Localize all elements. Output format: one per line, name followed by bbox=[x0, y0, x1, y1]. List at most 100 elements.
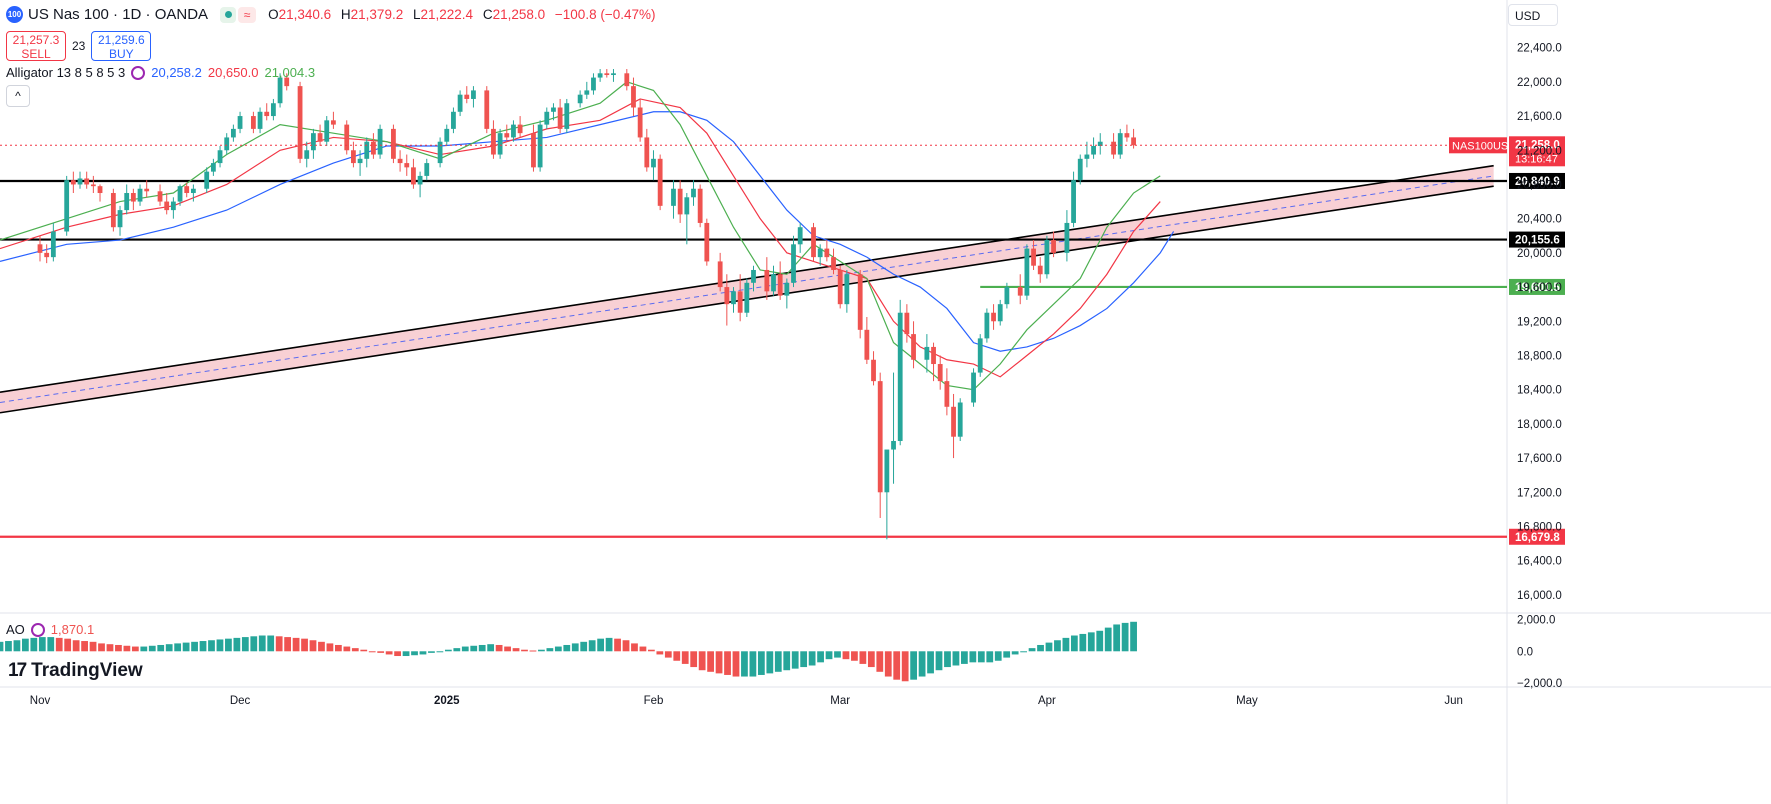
candle-body-13 bbox=[137, 188, 143, 202]
ao-bar-61 bbox=[512, 648, 520, 652]
ao-bar-27 bbox=[225, 638, 232, 652]
ao-histogram bbox=[0, 621, 1137, 682]
candle-body-78 bbox=[644, 137, 650, 168]
candle-body-18 bbox=[177, 186, 183, 202]
candle-body-25 bbox=[230, 128, 236, 138]
ao-bar-7 bbox=[55, 637, 63, 652]
candle-body-98 bbox=[797, 227, 803, 245]
ao-bar-52 bbox=[436, 651, 444, 653]
symbol-title[interactable]: US Nas 100 · 1D · OANDA bbox=[28, 6, 209, 23]
ao-bar-86 bbox=[724, 651, 731, 675]
ao-bar-94 bbox=[791, 651, 799, 669]
ao-bar-116 bbox=[977, 651, 985, 663]
candle-body-10 bbox=[117, 210, 123, 228]
currency-selector[interactable]: USD bbox=[1508, 4, 1558, 26]
candle-body-83 bbox=[684, 197, 690, 215]
ao-bar-113 bbox=[952, 651, 960, 666]
candle-body-39 bbox=[344, 124, 350, 151]
candle-body-57 bbox=[484, 90, 490, 129]
candle-body-5 bbox=[77, 178, 83, 185]
candle-body-26 bbox=[237, 116, 243, 129]
sr-label-0: 20,840.9 bbox=[1515, 176, 1560, 188]
ao-legend[interactable]: AO 1,870.1 bbox=[6, 622, 94, 637]
ao-bar-63 bbox=[529, 650, 537, 652]
ao-bar-10 bbox=[81, 641, 88, 652]
sr-label-bg-0 bbox=[1509, 172, 1565, 189]
ao-bar-48 bbox=[402, 651, 410, 657]
y-tick-label-7: 19,600.0 bbox=[1517, 282, 1562, 294]
ao-bar-47 bbox=[394, 651, 401, 657]
alligator-legend[interactable]: Alligator 13 8 5 8 5 3 20,258.2 20,650.0… bbox=[6, 65, 315, 80]
candle-body-107 bbox=[871, 359, 876, 382]
alligator-lips-value: 21,004.3 bbox=[264, 65, 316, 80]
ao-bar-115 bbox=[969, 651, 977, 663]
candle-body-38 bbox=[331, 120, 336, 125]
symbol-badge[interactable]: 100 bbox=[6, 6, 23, 23]
sr-label-2: 19,601.5 bbox=[1515, 282, 1560, 294]
ao-bar-20 bbox=[165, 644, 173, 652]
ao-bar-127 bbox=[1070, 635, 1078, 652]
ao-bar-57 bbox=[478, 644, 486, 652]
candle-body-70 bbox=[584, 90, 590, 95]
candle-body-0 bbox=[37, 244, 43, 253]
ao-bar-130 bbox=[1096, 630, 1104, 652]
candle-body-102 bbox=[831, 257, 836, 270]
ao-bar-2 bbox=[13, 640, 21, 652]
spread-value: 23 bbox=[72, 39, 86, 53]
last-price-label: 21,258.0 bbox=[1515, 139, 1560, 151]
y-tick-label-1: 22,000.0 bbox=[1517, 77, 1562, 89]
buy-button[interactable]: 21,259.6 BUY bbox=[91, 31, 152, 61]
candle-body-41 bbox=[357, 158, 363, 164]
y-tick-label-0: 22,400.0 bbox=[1517, 43, 1562, 55]
candle-body-113 bbox=[911, 334, 916, 360]
ao-bar-85 bbox=[715, 651, 723, 674]
candle-body-100 bbox=[817, 248, 823, 258]
candle-body-92 bbox=[751, 269, 756, 283]
tradingview-logo[interactable]: 17 TradingView bbox=[8, 660, 143, 682]
ao-bar-106 bbox=[893, 651, 901, 680]
y-tick-label-5: 20,400.0 bbox=[1517, 214, 1562, 226]
chart-header: 100 US Nas 100 · 1D · OANDA ≈ O21,340.6 … bbox=[6, 6, 661, 23]
ao-bar-78 bbox=[656, 651, 664, 655]
candle-body-46 bbox=[397, 158, 403, 164]
candle-body-137 bbox=[1097, 141, 1103, 146]
candle-body-12 bbox=[130, 193, 136, 202]
ao-bar-91 bbox=[766, 651, 774, 674]
ao-bar-101 bbox=[851, 651, 858, 661]
candle-body-84 bbox=[691, 188, 696, 198]
ao-bar-66 bbox=[554, 646, 562, 652]
candle-body-89 bbox=[731, 291, 736, 305]
ao-settings-icon[interactable] bbox=[30, 622, 45, 637]
ao-bar-32 bbox=[267, 635, 275, 652]
candle-body-29 bbox=[264, 111, 270, 117]
collapse-legend-button[interactable]: ^ bbox=[6, 85, 30, 107]
candle-body-4 bbox=[70, 180, 76, 185]
ao-bar-17 bbox=[140, 646, 148, 652]
y-tick-label-9: 18,800.0 bbox=[1517, 350, 1562, 362]
sell-button[interactable]: 21,257.3 SELL bbox=[6, 31, 66, 61]
eye-icon[interactable] bbox=[220, 6, 237, 23]
ao-bar-128 bbox=[1079, 633, 1087, 652]
settings-icon[interactable] bbox=[131, 65, 146, 80]
ao-bar-4 bbox=[30, 637, 38, 652]
wave-icon[interactable]: ≈ bbox=[238, 6, 257, 23]
ao-bar-54 bbox=[453, 648, 461, 652]
y-tick-label-16: 16,000.0 bbox=[1517, 590, 1562, 602]
ao-bar-133 bbox=[1121, 622, 1129, 652]
ao-bar-65 bbox=[546, 648, 554, 652]
candle-body-50 bbox=[424, 163, 430, 176]
candle-body-105 bbox=[857, 274, 863, 330]
candle-body-75 bbox=[624, 73, 630, 87]
candle-body-125 bbox=[1004, 287, 1010, 305]
x-tick-label-1: Dec bbox=[230, 695, 251, 707]
ao-bar-76 bbox=[639, 646, 647, 652]
ao-bar-126 bbox=[1062, 637, 1070, 652]
candle-body-134 bbox=[1077, 158, 1083, 181]
ohlc-values: O21,340.6 H21,379.2 L21,222.4 C21,258.0 … bbox=[268, 7, 656, 22]
candle-body-73 bbox=[604, 73, 610, 76]
ao-bar-35 bbox=[292, 637, 300, 652]
candle-body-136 bbox=[1091, 145, 1096, 155]
y-tick-label-15: 16,400.0 bbox=[1517, 556, 1562, 568]
